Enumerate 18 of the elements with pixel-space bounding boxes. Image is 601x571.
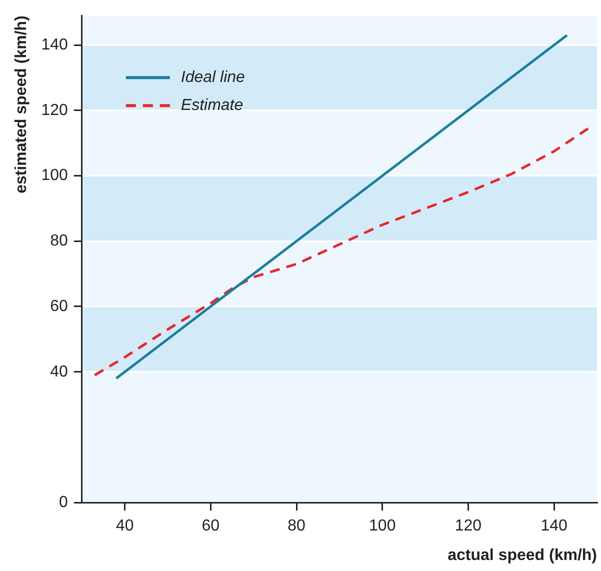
x-tick-label: 140 bbox=[540, 518, 568, 535]
y-axis-title: estimated speed (km/h) bbox=[13, 16, 30, 194]
y-tick-label: 40 bbox=[50, 363, 68, 380]
legend-label: Estimate bbox=[180, 97, 244, 114]
x-tick-label: 80 bbox=[288, 518, 306, 535]
x-tick-label: 40 bbox=[116, 518, 134, 535]
line-series bbox=[94, 127, 590, 376]
y-tick-label: 60 bbox=[50, 298, 68, 315]
x-tick-label: 100 bbox=[369, 518, 396, 535]
x-tick-label: 120 bbox=[454, 518, 482, 535]
legend-label: Ideal line bbox=[180, 69, 246, 86]
y-tick-label: 0 bbox=[58, 494, 68, 512]
y-tick-label: 100 bbox=[41, 167, 68, 184]
y-tick-label: 80 bbox=[50, 232, 68, 250]
y-tick-label: 140 bbox=[41, 36, 68, 54]
y-tick-label: 120 bbox=[41, 102, 68, 119]
x-axis-title: actual speed (km/h) bbox=[448, 546, 597, 564]
x-tick-label: 60 bbox=[202, 518, 220, 535]
